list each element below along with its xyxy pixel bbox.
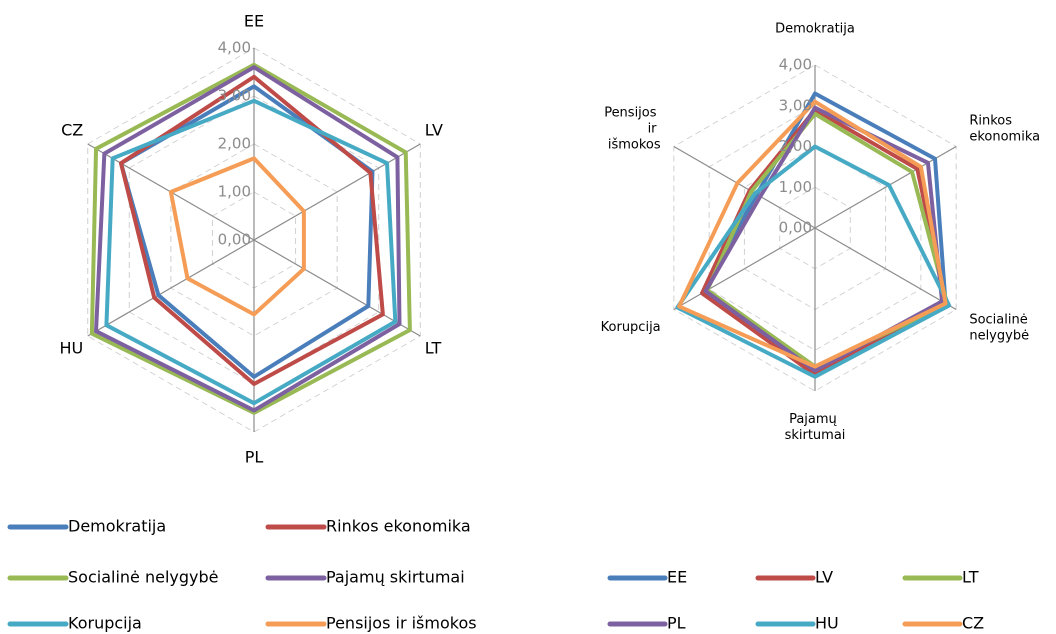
legend-label: Pensijos ir išmokos bbox=[326, 614, 477, 633]
tick-label: 3,00 bbox=[779, 96, 812, 114]
spoke bbox=[253, 239, 421, 337]
tick-label: 0,00 bbox=[218, 231, 251, 249]
legend-label: Korupcija bbox=[68, 614, 142, 633]
series-line bbox=[703, 105, 945, 373]
category-label: EE bbox=[244, 12, 264, 31]
spoke bbox=[814, 145, 957, 229]
category-label: Rinkos ekonomika bbox=[969, 113, 1040, 144]
category-label: Demokratija bbox=[775, 22, 855, 37]
series-line bbox=[168, 156, 306, 317]
spoke bbox=[673, 145, 816, 229]
category-label: PL bbox=[245, 448, 264, 467]
legend-label: Socialinė nelygybė bbox=[68, 568, 218, 587]
legend-label: LV bbox=[815, 568, 833, 587]
tick-label: 2,00 bbox=[218, 135, 251, 153]
category-label: LV bbox=[425, 121, 443, 140]
legend-label: EE bbox=[667, 568, 687, 587]
category-label: Socialinė nelygybė bbox=[969, 312, 1032, 343]
legend-label: LT bbox=[962, 568, 979, 587]
spoke bbox=[814, 227, 957, 311]
tick-label: 4,00 bbox=[779, 56, 812, 74]
category-label: LT bbox=[425, 339, 442, 358]
series-line bbox=[677, 99, 948, 369]
legend-label: HU bbox=[815, 614, 839, 633]
series-line bbox=[104, 98, 398, 406]
legend-label: CZ bbox=[962, 614, 984, 633]
tick-label: 2,00 bbox=[779, 137, 812, 155]
category-label: HU bbox=[59, 339, 83, 358]
legend-label: Rinkos ekonomika bbox=[326, 517, 471, 536]
tick-label: 4,00 bbox=[218, 39, 251, 57]
series-line bbox=[89, 62, 412, 415]
spoke bbox=[673, 227, 816, 311]
category-label: Pajamų skirtumai bbox=[785, 412, 846, 443]
tick-label: 0,00 bbox=[779, 219, 812, 237]
legend-label: PL bbox=[667, 614, 686, 633]
category-label: Pensijos ir išmokos bbox=[604, 105, 661, 152]
category-label: Korupcija bbox=[601, 320, 661, 335]
tick-label: 1,00 bbox=[779, 178, 812, 196]
series-line bbox=[118, 74, 385, 386]
tick-label: 1,00 bbox=[218, 183, 251, 201]
series-line bbox=[94, 65, 402, 413]
category-label: CZ bbox=[61, 121, 83, 140]
tick-label: 3,00 bbox=[218, 87, 251, 105]
series-line bbox=[675, 144, 952, 379]
spoke bbox=[87, 239, 255, 337]
spoke bbox=[253, 143, 421, 241]
legend-label: Demokratija bbox=[68, 517, 166, 536]
legend-label: Pajamų skirtumai bbox=[326, 568, 465, 587]
